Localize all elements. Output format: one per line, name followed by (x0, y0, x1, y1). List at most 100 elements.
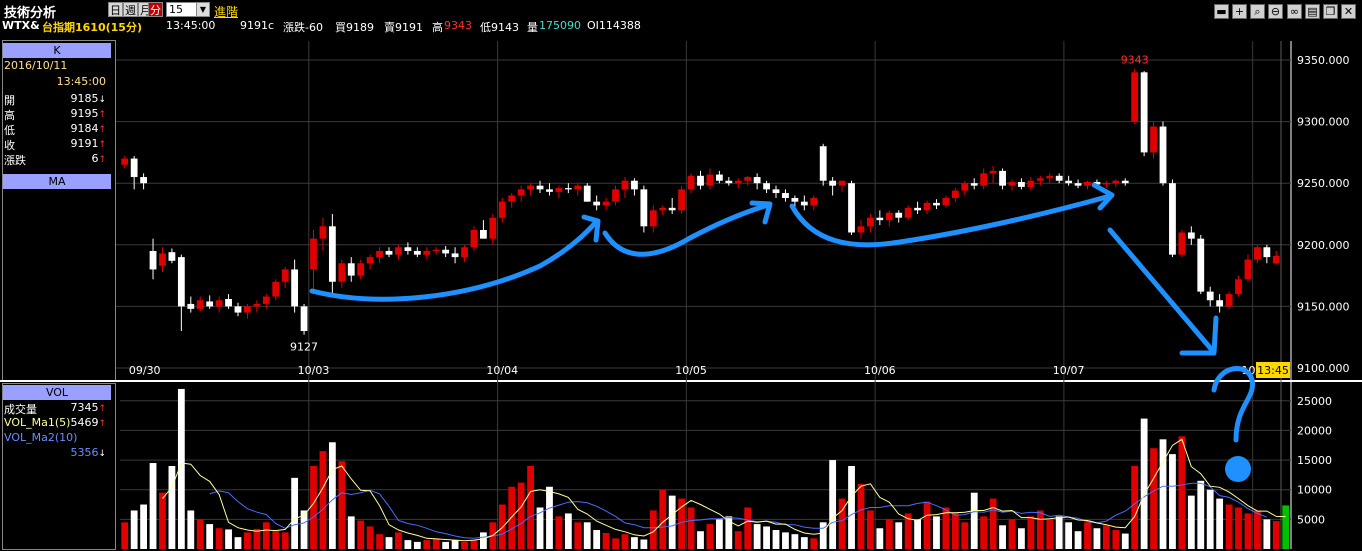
candle-body (376, 250, 383, 258)
last-time-label: 13:45 (1257, 364, 1289, 377)
ask-price: 賣9191 (384, 21, 423, 34)
volume-bar (574, 522, 582, 549)
candle-body (697, 175, 704, 186)
search-icon[interactable]: ⌕ (1250, 4, 1265, 19)
volume-bar (140, 504, 147, 549)
volume-bar (366, 526, 374, 549)
candle-body (649, 210, 657, 227)
date-tick-label: 10/03 (298, 364, 330, 377)
volume-bar (1055, 516, 1063, 549)
volume-bar (215, 528, 223, 549)
period-minute-button[interactable]: 分 (148, 2, 163, 17)
symbol-name: 台指期1610(15分) (42, 21, 142, 34)
candle-body (300, 306, 308, 332)
candle-body (867, 217, 874, 227)
k-ohlc-row: 漲跌 6↑ (4, 152, 110, 167)
advanced-link[interactable]: 進階 (214, 5, 239, 19)
candle-body (848, 183, 855, 233)
volume-bar (357, 520, 365, 549)
candle-body (1159, 126, 1167, 184)
candle-body (640, 189, 648, 227)
period-day-button[interactable]: 日 (108, 2, 123, 17)
k-ohlc-row: 高 9195↑ (4, 107, 110, 122)
volume-bar (725, 516, 733, 549)
high-label: 高 (432, 21, 443, 34)
volume-bar (933, 516, 940, 549)
volume-bar (461, 541, 468, 549)
volume-bar (1065, 522, 1073, 549)
k-ohlc-label: 開 (4, 94, 15, 107)
period-week-button[interactable]: 週 (123, 2, 138, 17)
volume-bar (470, 540, 478, 549)
candle-body (999, 170, 1006, 186)
k-panel-header: K (3, 43, 111, 58)
candle-body (234, 306, 242, 313)
candle-body (1225, 294, 1233, 307)
volume-bar (1263, 519, 1271, 549)
candle-body (187, 303, 195, 309)
volume-bar (1008, 519, 1016, 549)
candle-body (1112, 180, 1120, 184)
volume-bar (1084, 522, 1091, 549)
candle-body (838, 180, 846, 186)
link-icon[interactable]: ∞ (1287, 4, 1302, 19)
k-ohlc-number: 6 (91, 152, 99, 165)
candle-body (140, 177, 147, 184)
candle-body (659, 207, 667, 211)
volume-bar (187, 510, 195, 549)
volume-bar (498, 504, 506, 549)
candle-body (423, 250, 431, 255)
candle-body (876, 217, 884, 221)
volume-tick-label: 15000 (1297, 454, 1332, 467)
candle-body (1121, 180, 1129, 184)
candle-body (621, 180, 629, 190)
candle-body (206, 301, 214, 307)
candle-body (1036, 178, 1044, 181)
volume-bar (649, 510, 657, 549)
candle-body (1131, 72, 1139, 122)
candle-body (970, 183, 978, 186)
volume-bar (234, 537, 242, 549)
candle-body (498, 201, 506, 218)
quote-info-row: WTX& 台指期1610(15分) 13:45:00 9191c 漲跌-60 買… (0, 19, 1362, 36)
restore-icon[interactable]: ❐ (1323, 4, 1338, 19)
volume-bar (970, 492, 978, 549)
volume-bar (451, 540, 459, 549)
search-minus-icon[interactable]: ⊖ (1268, 4, 1283, 19)
volume-bar (1121, 533, 1129, 549)
volume-bar (782, 532, 789, 549)
candle-body (1169, 183, 1176, 255)
volume-bar (961, 522, 969, 549)
close-icon[interactable]: ✕ (1341, 4, 1356, 19)
vol-stat-arrow-icon: ↓ (98, 449, 106, 459)
candle-body (715, 174, 723, 181)
zoom-in-icon[interactable]: + (1232, 4, 1247, 19)
volume-tick-label: 20000 (1297, 424, 1332, 437)
candle-body (564, 188, 572, 190)
candle-body (196, 300, 204, 309)
print-icon[interactable]: ▤ (1305, 4, 1320, 19)
candle-body (1018, 181, 1025, 187)
k-ohlc-number: 9191 (70, 137, 99, 150)
vol-panel-header: VOL (3, 385, 111, 400)
volume-bar (706, 524, 714, 549)
candle-body (1027, 180, 1035, 187)
volume-bar (791, 534, 799, 549)
minimize-icon[interactable]: ▬ (1214, 4, 1229, 19)
volume-bar (1027, 516, 1035, 549)
low-annotation: 9127 (290, 341, 318, 354)
volume-bar (829, 460, 837, 549)
volume-bar (262, 522, 270, 549)
vol-stat-label: VOL_Ma1(5) (4, 416, 71, 429)
candle-body (328, 226, 336, 282)
volume-bar (923, 501, 931, 549)
candle-body (291, 269, 299, 307)
volume-bar (848, 466, 855, 549)
interval-select[interactable]: 15 ▼ (166, 2, 210, 17)
candle-body (442, 249, 450, 254)
vol-stat-row: VOL_Ma1(5) 5469↑ (4, 416, 110, 431)
annotation-arrows (309, 182, 1255, 443)
price-tick-label: 9250.000 (1297, 177, 1350, 190)
candle-body (508, 195, 516, 202)
